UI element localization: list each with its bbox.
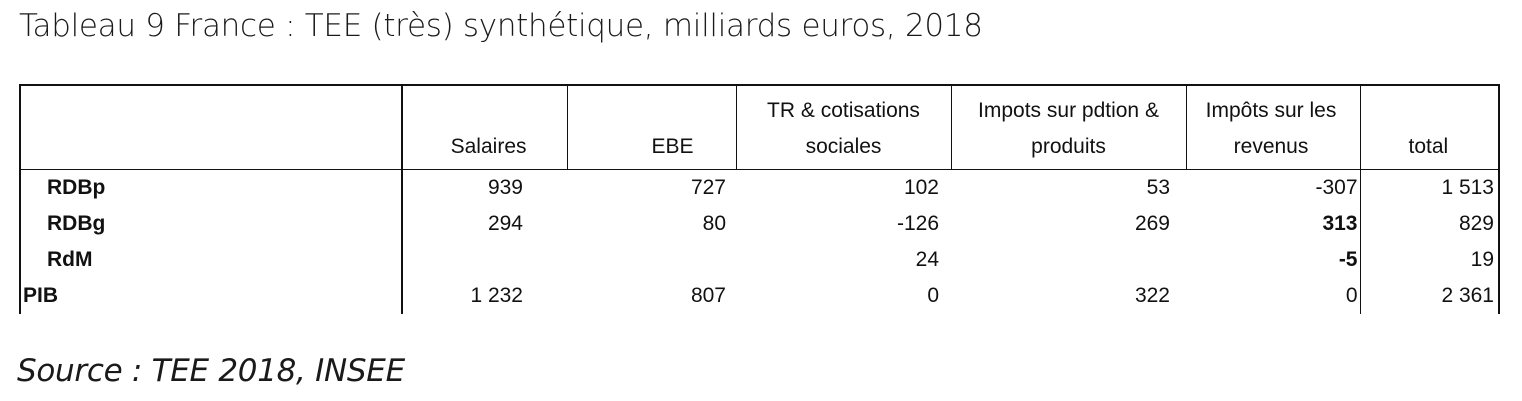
header-tr-line1: TR & cotisations [767,99,920,122]
cell-impots: 269 [1134,212,1170,235]
cell-total: 829 [1360,206,1500,242]
cell-revenus: -5 [1186,242,1361,278]
cell-ebe [567,242,736,278]
header-tr-line2: sociales [805,135,882,158]
table-row: PIB 1 232 807 0 322 0 2 361 [19,278,1500,314]
cell-ebe: 80 [702,212,726,235]
header-total: total [1360,84,1500,170]
row-label: RDBg [19,206,403,242]
cell-revenus: 313 [1186,206,1361,242]
source-note: Source : TEE 2018, INSEE [17,353,405,389]
header-impots-line2: produits [1031,135,1106,158]
cell-impots: 53 [1146,176,1170,199]
cell-total: 19 [1360,242,1500,278]
cell-revenus: -307 [1186,169,1361,206]
table-title: Tableau 9 France : TEE (très) synthétiqu… [19,8,983,44]
header-tr-cotisations: TR & cotisations sociales [736,84,952,170]
cell-total: 2 361 [1360,278,1500,314]
cell-total: 1 513 [1360,169,1500,206]
cell-salaires: 1 232 [470,284,523,307]
table-row: RDBp 939 727 102 53 -307 1 513 [19,169,1500,206]
cell-tr: 0 [927,284,939,307]
cell-salaires: 939 [487,176,523,199]
cell-tr: -126 [896,212,939,235]
header-revenus-line1: Impôts sur les [1205,99,1337,122]
cell-salaires [402,242,567,278]
cell-revenus: 0 [1186,278,1361,314]
header-impots-revenus: Impôts sur les revenus [1186,84,1361,170]
row-label: RDBp [19,169,403,206]
header-impots-production: Impots sur pdtion & produits [951,84,1187,170]
table-row: RdM 24 -5 19 [19,242,1500,278]
cell-ebe: 727 [690,176,726,199]
cell-tr: 24 [915,248,939,271]
header-ebe: EBE [567,84,737,170]
header-impots-line1: Impots sur pdtion & [978,99,1159,122]
header-label-cell [19,84,403,170]
row-label: RdM [19,242,403,278]
header-revenus-line2: revenus [1233,135,1309,158]
cell-salaires: 294 [487,212,523,235]
cell-impots [951,242,1186,278]
table-row: RDBg 294 80 -126 269 313 829 [19,206,1500,242]
cell-ebe: 807 [690,284,726,307]
header-salaires: Salaires [402,84,568,170]
cell-impots: 322 [1134,284,1170,307]
row-label: PIB [19,278,403,314]
tee-table: Salaires EBE TR & cotisations sociales I… [19,84,1500,314]
cell-tr: 102 [903,176,939,199]
table-header-row: Salaires EBE TR & cotisations sociales I… [19,84,1500,170]
